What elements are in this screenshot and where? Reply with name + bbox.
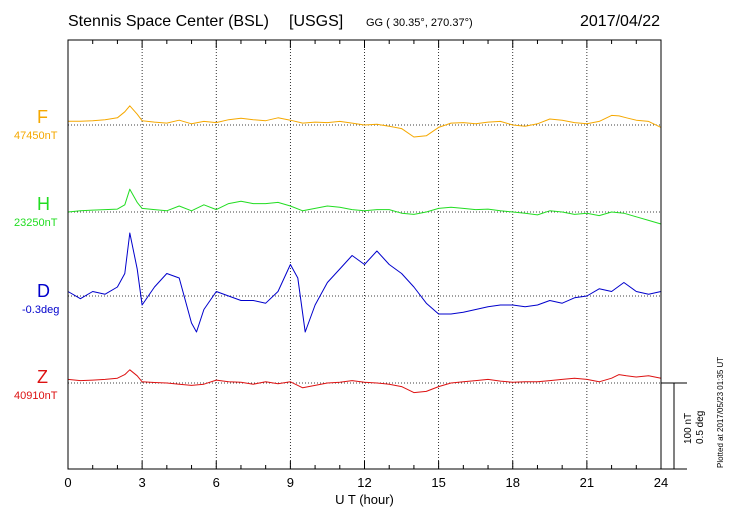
component-label-d: D [37, 281, 50, 301]
series-line-h [67, 188, 662, 225]
x-tick-label: 18 [506, 475, 520, 490]
component-label-f: F [37, 107, 48, 127]
x-tick-label: 6 [213, 475, 220, 490]
x-axis-label: U T (hour) [335, 492, 394, 507]
title-date: 2017/04/22 [580, 13, 661, 30]
series-line-d [67, 232, 662, 333]
baseline-label-f: 47450nT [14, 130, 58, 142]
x-tick-label: 0 [64, 475, 71, 490]
series-line-z [67, 369, 662, 394]
x-tick-label: 3 [139, 475, 146, 490]
component-label-h: H [37, 194, 50, 214]
x-tick-label: 21 [580, 475, 594, 490]
title-coords: GG ( 30.35°, 270.37°) [366, 17, 473, 29]
x-tick-label: 12 [357, 475, 371, 490]
baseline-label-z: 40910nT [14, 390, 58, 402]
plot-frame [67, 39, 662, 470]
baseline-label-d: -0.3deg [22, 304, 60, 316]
x-tick-label: 24 [654, 475, 668, 490]
baseline-label-h: 23250nT [14, 217, 58, 229]
x-tick-label: 9 [287, 475, 294, 490]
component-label-z: Z [37, 367, 48, 387]
series-line-f [68, 105, 662, 138]
x-tick-label: 15 [431, 475, 445, 490]
title-source: [USGS] [289, 13, 344, 30]
title-station: Stennis Space Center (BSL) [68, 13, 269, 30]
